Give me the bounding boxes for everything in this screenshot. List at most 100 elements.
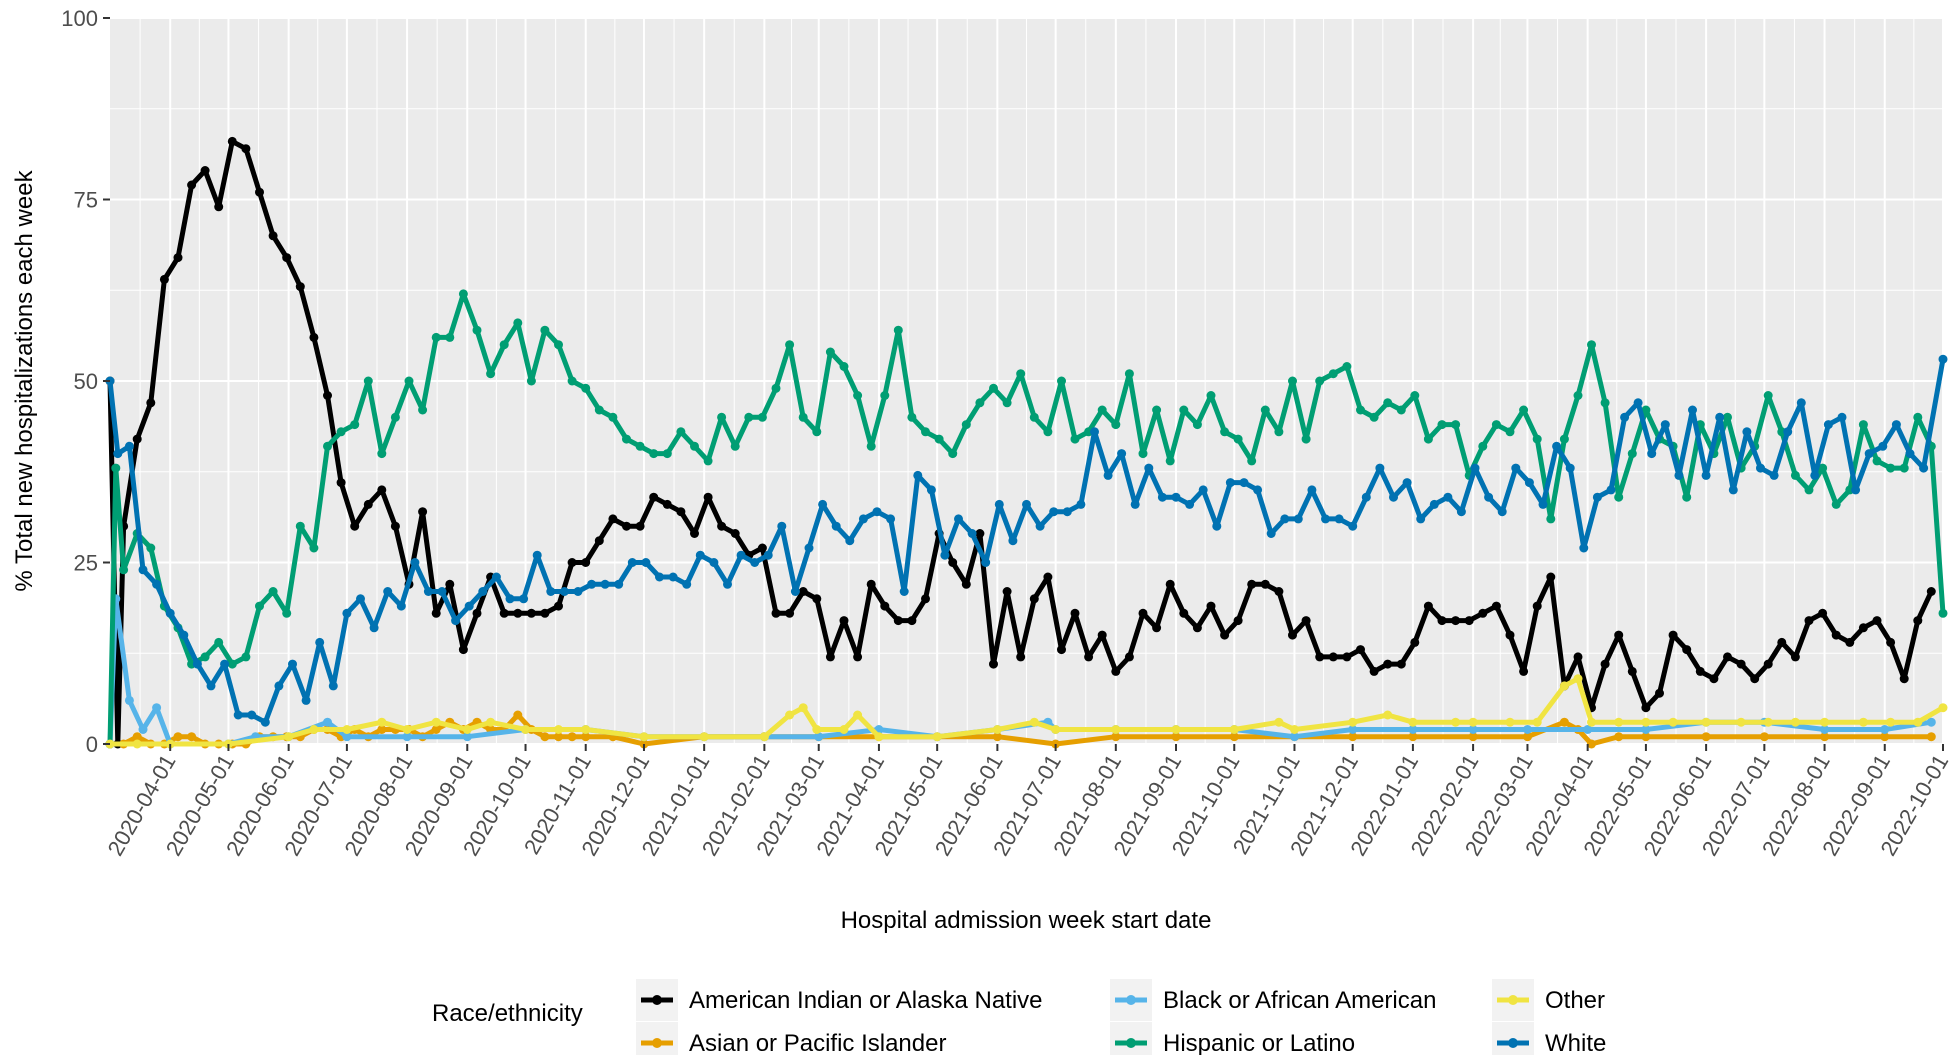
- data-point: [1606, 485, 1616, 495]
- data-point: [1763, 717, 1773, 727]
- data-point: [1858, 717, 1868, 727]
- data-point: [1111, 666, 1121, 676]
- data-point: [1451, 616, 1461, 626]
- data-point: [635, 521, 645, 531]
- data-point: [295, 521, 305, 531]
- data-point: [1905, 449, 1915, 459]
- data-point: [1328, 369, 1338, 379]
- data-point: [1301, 616, 1311, 626]
- data-point: [948, 449, 958, 459]
- y-axis-title: % Total new hospitalizations each week: [11, 169, 38, 591]
- data-point: [146, 543, 156, 553]
- data-point: [573, 587, 583, 596]
- data-point: [1423, 601, 1433, 611]
- data-point: [1253, 485, 1263, 495]
- data-point: [1532, 601, 1542, 611]
- data-point: [1097, 630, 1107, 640]
- data-point: [478, 587, 488, 596]
- data-point: [1532, 717, 1542, 727]
- data-point: [1408, 717, 1418, 727]
- data-point: [961, 579, 971, 589]
- data-point: [1356, 645, 1365, 655]
- y-tick-label: 100: [61, 6, 98, 31]
- data-point: [309, 332, 319, 342]
- data-point: [1396, 659, 1406, 669]
- data-point: [812, 427, 822, 437]
- data-point: [1057, 645, 1066, 655]
- data-point: [790, 587, 800, 596]
- data-point: [926, 485, 936, 495]
- data-point: [1565, 463, 1575, 473]
- data-point: [260, 717, 270, 727]
- data-point: [1641, 732, 1651, 742]
- data-point: [356, 594, 365, 604]
- data-point: [247, 710, 257, 720]
- data-point: [608, 412, 618, 422]
- data-point: [418, 405, 428, 415]
- data-point: [458, 289, 468, 299]
- data-point: [1872, 456, 1882, 466]
- data-point: [363, 499, 373, 509]
- data-point: [1229, 732, 1239, 742]
- data-point: [377, 717, 387, 727]
- data-point: [1831, 630, 1841, 640]
- data-point: [390, 521, 400, 531]
- data-point: [390, 412, 400, 422]
- data-point: [1383, 398, 1393, 408]
- data-point: [1491, 420, 1501, 430]
- data-point: [948, 558, 958, 567]
- data-point: [1715, 412, 1725, 422]
- data-point: [1668, 630, 1678, 640]
- data-point: [839, 725, 849, 734]
- series-line: [107, 138, 1934, 747]
- data-point: [872, 507, 882, 517]
- x-axis: 2020-04-012020-05-012020-06-012020-07-01…: [103, 744, 1953, 860]
- data-point: [853, 710, 863, 720]
- data-point: [284, 732, 294, 742]
- data-point: [1124, 369, 1134, 379]
- data-point: [1051, 725, 1061, 734]
- data-point: [1342, 652, 1352, 662]
- data-point: [499, 608, 509, 618]
- data-point: [526, 608, 536, 618]
- data-point: [1858, 623, 1868, 633]
- data-point: [1280, 514, 1290, 524]
- data-point: [342, 608, 352, 618]
- data-point: [1410, 637, 1420, 647]
- data-point: [1212, 521, 1222, 531]
- data-point: [676, 507, 686, 517]
- data-point: [600, 579, 610, 589]
- data-point: [255, 601, 264, 611]
- y-axis: 0 25 50 75 100: [61, 6, 110, 757]
- data-point: [1451, 420, 1461, 430]
- data-point: [1029, 717, 1039, 727]
- data-point: [532, 550, 542, 560]
- data-point: [1111, 725, 1121, 734]
- data-point: [1938, 354, 1948, 364]
- data-point: [1614, 630, 1624, 640]
- data-point: [690, 529, 699, 538]
- data-point: [1511, 463, 1521, 473]
- data-point: [1315, 652, 1325, 662]
- data-point: [1899, 463, 1909, 473]
- data-point: [874, 732, 884, 742]
- data-point: [744, 412, 754, 422]
- data-point: [771, 383, 781, 393]
- data-point: [336, 478, 346, 488]
- data-point: [699, 732, 709, 742]
- data-point: [622, 521, 631, 531]
- data-point: [540, 325, 550, 335]
- data-point: [1728, 485, 1738, 495]
- data-point: [1886, 463, 1896, 473]
- data-point: [866, 441, 876, 451]
- data-point: [662, 499, 672, 509]
- data-point: [730, 529, 740, 538]
- data-point: [1076, 499, 1086, 509]
- legend-key-point: [1126, 995, 1136, 1005]
- data-point: [1845, 637, 1855, 647]
- data-point: [1290, 732, 1299, 742]
- data-point: [1274, 587, 1284, 596]
- data-point: [1179, 405, 1189, 415]
- data-point: [1468, 717, 1478, 727]
- legend-key-point: [1126, 1038, 1136, 1048]
